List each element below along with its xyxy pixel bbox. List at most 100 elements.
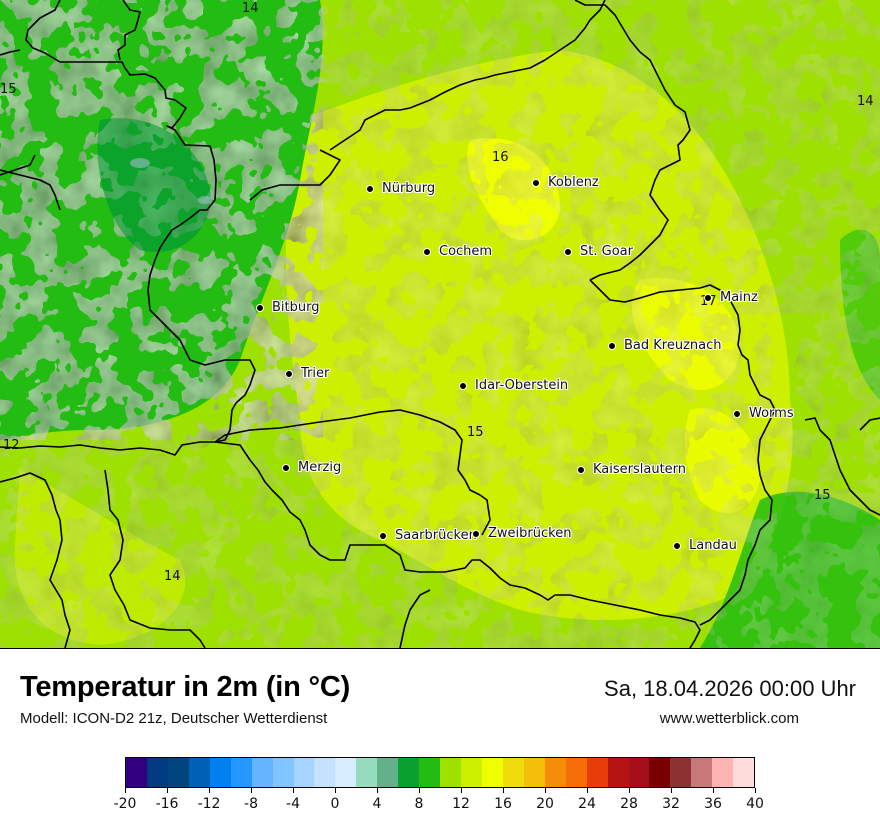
color-swatch — [335, 758, 357, 787]
city-marker: Worms — [733, 406, 794, 421]
tick-mark — [166, 788, 168, 793]
color-swatch — [419, 758, 441, 787]
color-swatch — [586, 758, 608, 787]
city-label: St. Goar — [580, 244, 633, 259]
tick-label: 40 — [746, 796, 764, 812]
city-dot-icon — [423, 247, 431, 256]
city-marker: Mainz — [704, 290, 758, 305]
model-source: Modell: ICON-D2 21z, Deutscher Wetterdie… — [20, 710, 328, 727]
color-swatch — [691, 758, 713, 787]
color-swatch — [712, 758, 734, 787]
forecast-datetime: Sa, 18.04.2026 00:00 Uhr — [604, 676, 856, 701]
tick-mark — [460, 788, 462, 793]
city-label: Worms — [749, 406, 794, 421]
color-swatch — [272, 758, 294, 787]
city-marker: Bad Kreuznach — [608, 338, 722, 353]
color-swatch — [502, 758, 524, 787]
tick-label: 36 — [704, 796, 722, 812]
city-marker: Koblenz — [532, 175, 599, 190]
color-swatch — [565, 758, 587, 787]
city-dot-icon — [459, 381, 467, 390]
city-marker: Merzig — [282, 460, 341, 475]
color-scale-bar — [125, 757, 755, 788]
city-marker: St. Goar — [564, 244, 633, 259]
contour-label: 15 — [0, 82, 17, 97]
map-legend-footer: Temperatur in 2m (in °C) Modell: ICON-D2… — [0, 649, 880, 830]
tick-label: 32 — [662, 796, 680, 812]
city-label: Koblenz — [548, 175, 599, 190]
city-dot-icon — [366, 184, 374, 193]
tick-mark — [250, 788, 252, 793]
tick-mark — [292, 788, 294, 793]
city-dot-icon — [472, 529, 480, 538]
website-link[interactable]: www.wetterblick.com — [659, 710, 799, 727]
city-label: Cochem — [439, 244, 493, 259]
tick-label: 4 — [372, 796, 382, 812]
city-label: Mainz — [720, 290, 758, 305]
color-swatch — [146, 758, 168, 787]
color-swatch — [314, 758, 336, 787]
city-label: Zweibrücken — [488, 526, 572, 541]
tick-label: -4 — [286, 796, 300, 812]
color-swatch — [670, 758, 692, 787]
city-marker: Zweibrücken — [472, 526, 571, 541]
contour-label: 14 — [857, 94, 874, 109]
contour-label: 15 — [467, 425, 484, 440]
tick-mark — [628, 788, 630, 793]
city-dot-icon — [379, 531, 387, 540]
map-title: Temperatur in 2m (in °C) — [20, 671, 351, 703]
tick-mark — [670, 788, 672, 793]
city-marker: Cochem — [423, 244, 492, 259]
color-swatch — [209, 758, 231, 787]
tick-label: 24 — [578, 796, 596, 812]
city-label: Merzig — [298, 460, 342, 475]
city-marker: Saarbrücken — [379, 528, 477, 543]
tick-label: -8 — [244, 796, 258, 812]
color-swatch — [293, 758, 315, 787]
city-marker: Trier — [285, 366, 329, 381]
city-label: Idar-Oberstein — [475, 378, 569, 393]
city-label: Landau — [689, 538, 737, 553]
contour-label: 14 — [164, 569, 181, 584]
city-marker: Bitburg — [256, 300, 320, 315]
tick-label: 8 — [414, 796, 424, 812]
tick-mark — [544, 788, 546, 793]
city-dot-icon — [532, 178, 540, 187]
city-dot-icon — [608, 341, 616, 350]
city-label: Kaiserslautern — [593, 462, 687, 477]
city-label: Trier — [301, 366, 330, 381]
city-dot-icon — [564, 247, 572, 256]
color-swatch — [251, 758, 273, 787]
color-swatch — [230, 758, 252, 787]
city-marker: Landau — [673, 538, 737, 553]
contour-label: 16 — [492, 150, 509, 165]
temperature-field — [0, 0, 880, 648]
city-label: Bitburg — [272, 300, 320, 315]
color-swatch — [356, 758, 378, 787]
city-dot-icon — [256, 303, 264, 312]
city-label: Nürburg — [382, 181, 436, 196]
contour-label: 12 — [3, 438, 20, 453]
color-swatch — [188, 758, 210, 787]
color-swatch — [377, 758, 399, 787]
tick-mark — [124, 788, 126, 793]
tick-mark — [208, 788, 210, 793]
city-label: Bad Kreuznach — [624, 338, 722, 353]
color-swatch — [398, 758, 420, 787]
contour-label: 15 — [814, 488, 831, 503]
city-dot-icon — [282, 463, 290, 472]
city-dot-icon — [577, 465, 585, 474]
tick-label: 12 — [452, 796, 470, 812]
city-marker: Idar-Oberstein — [459, 378, 568, 393]
tick-mark — [334, 788, 336, 793]
contour-label: 14 — [242, 1, 259, 16]
color-swatch — [126, 758, 147, 787]
tick-label: -16 — [155, 796, 179, 812]
tick-mark — [586, 788, 588, 793]
color-swatch — [628, 758, 650, 787]
color-swatch — [461, 758, 482, 787]
color-swatch — [523, 758, 545, 787]
city-dot-icon — [285, 369, 293, 378]
tick-mark — [418, 788, 420, 793]
color-swatch — [544, 758, 566, 787]
